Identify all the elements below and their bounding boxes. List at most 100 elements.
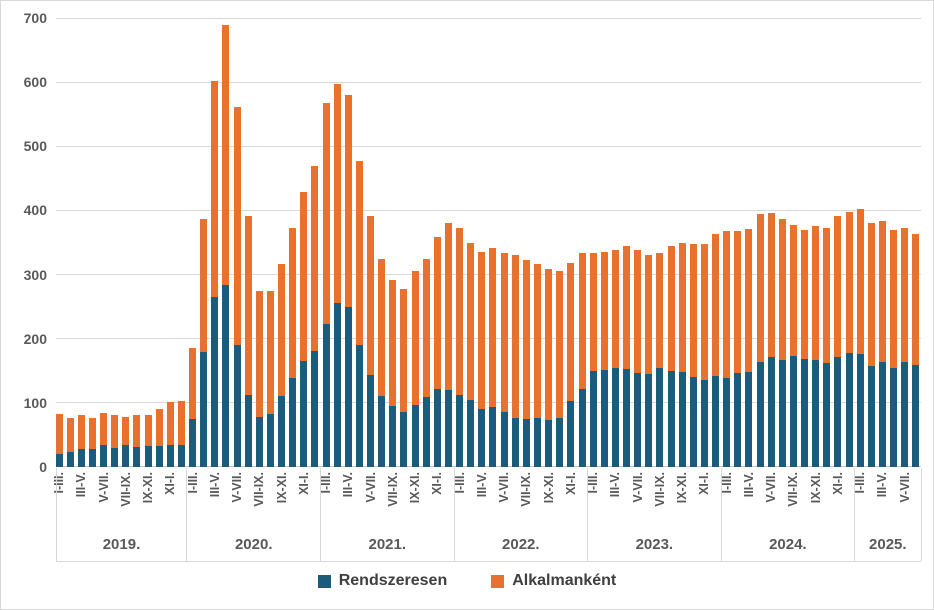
bar-segment-rendszeresen xyxy=(534,418,541,467)
bar-segment-alkalmankent xyxy=(456,228,464,396)
bar-segment-rendszeresen xyxy=(389,406,397,467)
bar xyxy=(155,408,163,467)
legend-label-rendszeresen: Rendszeresen xyxy=(338,572,448,589)
x-axis-period-label: XI-I. xyxy=(563,472,578,495)
bar xyxy=(278,264,286,467)
bar-segment-rendszeresen xyxy=(545,419,553,467)
bar-segment-alkalmankent xyxy=(890,229,898,368)
bar-segment-rendszeresen xyxy=(189,418,197,467)
bar-segment-alkalmankent xyxy=(155,408,163,446)
bar-segment-alkalmankent xyxy=(222,25,230,286)
bar-segment-alkalmankent xyxy=(489,247,497,408)
bar-segment-rendszeresen xyxy=(144,446,152,467)
bar xyxy=(801,229,809,467)
bar-segment-alkalmankent xyxy=(867,223,875,367)
bar-segment-rendszeresen xyxy=(77,449,85,467)
bar-segment-rendszeresen xyxy=(467,400,475,467)
bar-segment-alkalmankent xyxy=(534,264,541,419)
year-group-divider xyxy=(320,468,321,561)
bar-segment-alkalmankent xyxy=(723,230,731,379)
bar-segment-rendszeresen xyxy=(355,344,363,467)
gridline xyxy=(56,402,921,404)
x-axis-year-label: 2019. xyxy=(102,536,141,553)
bar xyxy=(433,236,441,467)
bar xyxy=(355,161,363,467)
bar-segment-rendszeresen xyxy=(244,395,252,467)
bar-segment-alkalmankent xyxy=(233,106,241,346)
bar xyxy=(578,253,586,467)
bar-segment-rendszeresen xyxy=(444,390,452,467)
bar-segment-rendszeresen xyxy=(511,418,519,467)
bar xyxy=(478,251,486,467)
bar-segment-alkalmankent xyxy=(378,258,386,396)
bar-segment-rendszeresen xyxy=(88,449,96,467)
bar-segment-rendszeresen xyxy=(211,297,219,467)
bar-segment-alkalmankent xyxy=(400,289,408,413)
bar-segment-alkalmankent xyxy=(856,209,864,355)
bar-segment-rendszeresen xyxy=(266,413,274,467)
bar xyxy=(489,247,497,467)
bar-segment-alkalmankent xyxy=(845,212,853,354)
x-axis-period-label: III-V. xyxy=(875,472,890,498)
bar-segment-alkalmankent xyxy=(255,291,263,417)
x-axis-year-label: 2022. xyxy=(502,536,540,553)
bar-segment-rendszeresen xyxy=(556,418,564,467)
x-axis-period-label: V-VII. xyxy=(230,472,245,503)
bar-segment-alkalmankent xyxy=(100,413,107,446)
bar-segment-rendszeresen xyxy=(278,395,286,467)
x-axis-period-label: V-VII. xyxy=(764,472,779,503)
bar-segment-rendszeresen xyxy=(611,367,619,467)
bar-segment-alkalmankent xyxy=(266,291,274,414)
bar xyxy=(834,216,842,467)
bar-segment-alkalmankent xyxy=(678,243,686,373)
bar-segment-alkalmankent xyxy=(77,415,85,450)
bar-segment-alkalmankent xyxy=(522,259,530,419)
x-axis-period-label: I-III. xyxy=(185,472,200,494)
x-axis-period-label: XI-I. xyxy=(697,472,712,495)
x-axis-period-label: III-V. xyxy=(741,472,756,498)
bar-segment-alkalmankent xyxy=(289,228,297,379)
bar-segment-rendszeresen xyxy=(478,409,486,467)
bar xyxy=(700,243,708,467)
x-axis-period-label: III-V. xyxy=(74,472,89,498)
bar-segment-rendszeresen xyxy=(667,370,675,467)
bar-segment-rendszeresen xyxy=(100,445,107,467)
bar xyxy=(845,212,853,467)
bar-segment-rendszeresen xyxy=(789,356,797,467)
x-axis-period-label: VII-IX. xyxy=(786,472,801,507)
bar xyxy=(556,270,564,467)
bar-segment-rendszeresen xyxy=(344,307,352,467)
x-axis-period-label: XI-I. xyxy=(163,472,178,495)
bar xyxy=(878,220,886,467)
bar-segment-alkalmankent xyxy=(278,264,286,396)
x-axis-year-label: 2025. xyxy=(869,536,907,553)
bar-segment-rendszeresen xyxy=(656,368,664,467)
y-axis-tick-label: 600 xyxy=(23,74,47,91)
bar-segment-rendszeresen xyxy=(133,447,141,467)
bar xyxy=(133,415,141,467)
bar-segment-rendszeresen xyxy=(812,359,820,467)
x-axis-period-label: IX-XI. xyxy=(141,472,156,504)
legend-swatch-rendszeresen xyxy=(317,574,331,588)
bar xyxy=(812,225,820,467)
legend-swatch-alkalmankent xyxy=(491,574,505,588)
bar-segment-alkalmankent xyxy=(801,229,809,359)
bar-segment-alkalmankent xyxy=(589,253,597,372)
bar xyxy=(322,102,330,467)
bar-segment-alkalmankent xyxy=(511,255,519,419)
legend-label-alkalmankent: Alkalmanként xyxy=(512,572,617,589)
bar xyxy=(200,219,208,467)
bar-segment-rendszeresen xyxy=(155,445,163,467)
bar-segment-alkalmankent xyxy=(122,416,130,446)
bar-segment-rendszeresen xyxy=(890,367,898,467)
bar-segment-alkalmankent xyxy=(211,80,219,298)
bar-segment-alkalmankent xyxy=(656,253,664,369)
x-axis-period-label: I-III. xyxy=(853,472,868,494)
bar-segment-alkalmankent xyxy=(645,254,653,374)
bar-segment-alkalmankent xyxy=(712,233,720,376)
gridline xyxy=(56,274,921,276)
gridline xyxy=(56,209,921,211)
year-group-divider xyxy=(453,468,455,561)
bar xyxy=(712,233,720,467)
year-group-divider xyxy=(55,468,57,561)
